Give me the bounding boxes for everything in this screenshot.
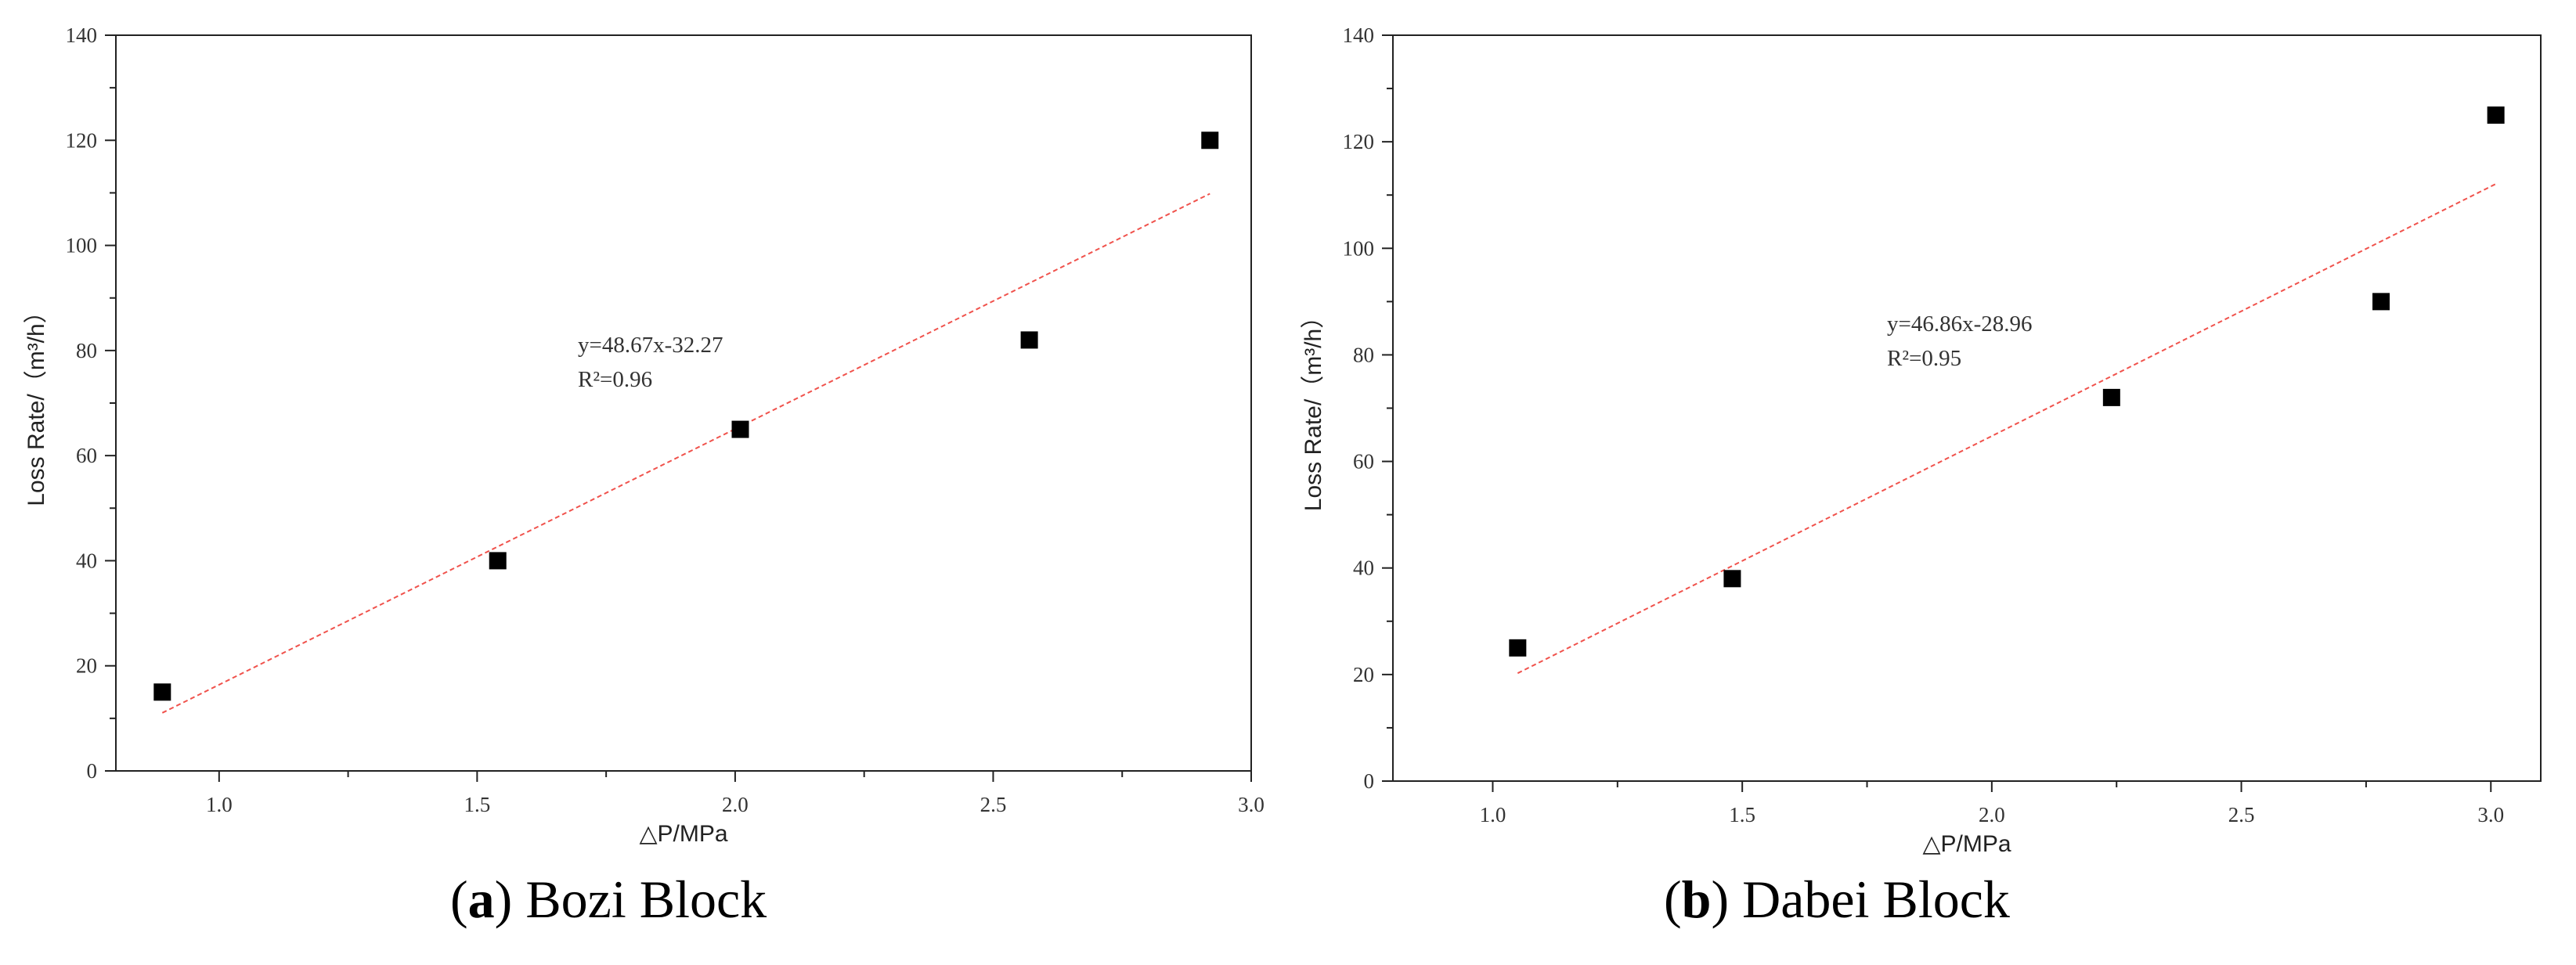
y-tick-label-a: 100 bbox=[66, 234, 98, 257]
data-point-b bbox=[1723, 570, 1741, 588]
data-point-a bbox=[1020, 331, 1038, 349]
chart-b: 0 20 40 60 80 100 120 140 1.0 1.5 2.0 2.5 3.0 △P/MPa L… bbox=[1301, 23, 2542, 857]
data-point-b bbox=[2102, 388, 2120, 406]
y-tick-label-b: 80 bbox=[1353, 343, 1374, 366]
data-point-b bbox=[1509, 639, 1527, 657]
x-tick-label-b: 3.0 bbox=[2477, 803, 2504, 826]
data-point-b bbox=[2487, 106, 2505, 124]
caption-b: (b) Dabei Block bbox=[1664, 870, 2010, 929]
y-tick-label-b: 20 bbox=[1353, 663, 1374, 686]
y-tick-label-b: 100 bbox=[1343, 236, 1375, 260]
y-tick-label-b: 120 bbox=[1343, 130, 1375, 153]
fit-r2-b: R²=0.95 bbox=[1887, 346, 1961, 371]
x-tick-label-b: 1.0 bbox=[1480, 803, 1506, 826]
caption-a-text: Bozi Block bbox=[525, 870, 767, 929]
y-tick-label-b: 60 bbox=[1353, 450, 1374, 473]
x-tick-label-b: 1.5 bbox=[1729, 803, 1755, 826]
x-tick-label-a: 3.0 bbox=[1238, 793, 1265, 816]
fit-equation-b: y=46.86x-28.96 bbox=[1887, 311, 2033, 337]
caption-b-letter: b bbox=[1681, 870, 1712, 929]
x-axis-title-b: △P/MPa bbox=[1922, 831, 2011, 857]
data-point-b bbox=[2372, 293, 2390, 311]
y-tick-label-b: 40 bbox=[1353, 556, 1374, 580]
y-tick-label-a: 20 bbox=[76, 654, 97, 678]
x-tick-label-b: 2.5 bbox=[2228, 803, 2255, 826]
y-tick-label-b: 140 bbox=[1343, 23, 1375, 47]
fit-r2-a: R²=0.96 bbox=[578, 367, 652, 392]
y-tick-label-a: 120 bbox=[66, 128, 98, 152]
chart-a: 0 20 40 60 80 100 120 140 1.0 1.5 2.0 2.5 3.0 △P/MPa L… bbox=[23, 23, 1265, 847]
caption-a: (a) Bozi Block bbox=[450, 870, 767, 929]
caption-b-text: Dabei Block bbox=[1742, 870, 2010, 929]
plot-frame-b bbox=[1392, 34, 2542, 782]
fit-equation-a: y=48.67x-32.27 bbox=[578, 333, 723, 358]
y-tick-label-a: 0 bbox=[87, 759, 98, 783]
data-point-a bbox=[489, 552, 507, 570]
x-tick-label-a: 1.5 bbox=[464, 793, 490, 816]
data-point-a bbox=[1201, 131, 1219, 149]
y-axis-title-b: Loss Rate/（m³/h） bbox=[1301, 305, 1326, 511]
y-tick-label-b: 0 bbox=[1364, 769, 1375, 793]
y-tick-label-a: 60 bbox=[76, 444, 97, 467]
caption-a-letter: a bbox=[467, 870, 495, 929]
data-point-a bbox=[153, 683, 171, 701]
x-tick-label-b: 2.0 bbox=[1979, 803, 2005, 826]
x-axis-title-a: △P/MPa bbox=[639, 821, 727, 847]
plot-frame-a bbox=[115, 34, 1252, 772]
y-tick-label-a: 140 bbox=[66, 23, 98, 47]
y-tick-label-a: 40 bbox=[76, 549, 97, 572]
x-tick-label-a: 2.5 bbox=[980, 793, 1007, 816]
x-tick-label-a: 2.0 bbox=[722, 793, 749, 816]
fit-line-a bbox=[161, 193, 1210, 714]
y-tick-label-a: 80 bbox=[76, 339, 97, 362]
fit-line-b bbox=[1517, 183, 2497, 675]
x-tick-label-a: 1.0 bbox=[206, 793, 233, 816]
data-point-a bbox=[731, 420, 749, 438]
y-axis-title-a: Loss Rate/（m³/h） bbox=[23, 300, 49, 506]
